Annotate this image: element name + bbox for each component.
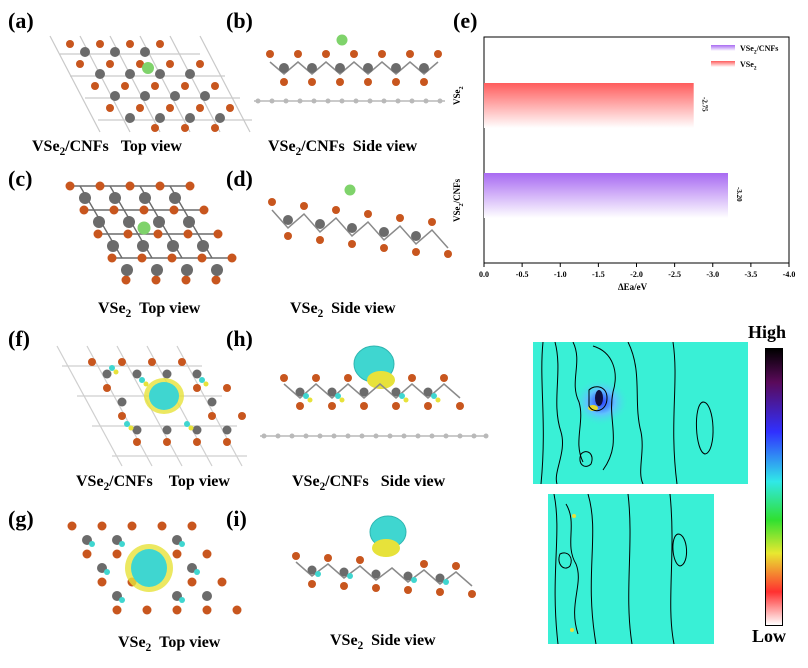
panel-label-f: (f): [8, 326, 30, 351]
legend-label-vse2: VSe2: [740, 60, 757, 72]
x-tick-label: -2.0: [630, 270, 643, 279]
bar-value-label: -3.20: [735, 187, 743, 202]
caption-d: VSe2 Side view: [290, 300, 396, 321]
caption-h: VSe2/CNFs Side view: [292, 473, 446, 494]
bar-vse2: [484, 83, 694, 128]
x-tick-label: -1.0: [554, 270, 567, 279]
x-tick-label: 0.0: [479, 270, 489, 279]
charge-density-f-top-view: [56, 345, 247, 467]
panel-label-e: (e): [453, 8, 478, 33]
panel-label-a: (a): [8, 8, 34, 33]
se-atoms: [66, 40, 234, 132]
x-tick-label: -0.5: [516, 270, 529, 279]
charge-density-g-top-view: [67, 521, 242, 615]
li-atom: [142, 62, 154, 74]
structure-a-top-view: [49, 35, 252, 133]
y-label-vse2: VSe2: [452, 86, 465, 105]
panel-label-h: (h): [226, 326, 253, 351]
bar-value-label: -2.75: [701, 97, 709, 112]
legend-swatch-vse2-cnfs: [711, 45, 735, 51]
colorbar-high-label: High: [748, 322, 787, 342]
contour-map-top: [533, 342, 748, 484]
panel-label-g: (g): [8, 506, 34, 531]
legend-swatch-vse2: [711, 61, 735, 67]
bar-vse2-cnfs: [484, 173, 728, 218]
y-label-vse2-cnfs: VSe2/CNFs: [452, 178, 465, 222]
x-tick-label: -2.5: [668, 270, 681, 279]
x-tick-label: -4.0: [783, 270, 796, 279]
x-tick-label: -3.5: [745, 270, 758, 279]
structure-d-side-view: [268, 184, 452, 258]
panel-label-c: (c): [8, 166, 33, 191]
x-tick-label: -1.5: [592, 270, 605, 279]
charge-density-i-side-view: [292, 515, 476, 598]
caption-b: VSe2/CNFs Side view: [268, 138, 418, 159]
charge-density-h-side-view: [260, 345, 489, 439]
contour-map-bottom: [548, 494, 714, 644]
caption-a: VSe2/CNFs Top view: [32, 138, 182, 159]
colorbar: [765, 348, 783, 626]
v-atoms: [80, 47, 225, 123]
structure-c-top-view: [65, 181, 237, 285]
adsorption-energy-chart: -2.75 -3.20 0.0 -0.5 -1.0 -1.5 -2.0 -2.5 -3.0 -3…: [479, 36, 796, 279]
caption-i: VSe2 Side view: [330, 632, 436, 653]
caption-g: VSe2 Top view: [118, 634, 221, 655]
x-tick-label: -3.0: [706, 270, 719, 279]
x-axis-label: ΔEa/eV: [618, 282, 648, 292]
panel-label-b: (b): [226, 8, 253, 33]
panel-label-i: (i): [226, 506, 247, 531]
structure-b-side-view: [254, 34, 445, 104]
legend: [711, 45, 735, 67]
panel-label-d: (d): [226, 166, 253, 191]
caption-c: VSe2 Top view: [98, 300, 201, 321]
legend-label-vse2-cnfs: VSe2/CNFs: [740, 44, 779, 56]
caption-f: VSe2/CNFs Top view: [76, 473, 230, 494]
colorbar-low-label: Low: [752, 626, 787, 646]
